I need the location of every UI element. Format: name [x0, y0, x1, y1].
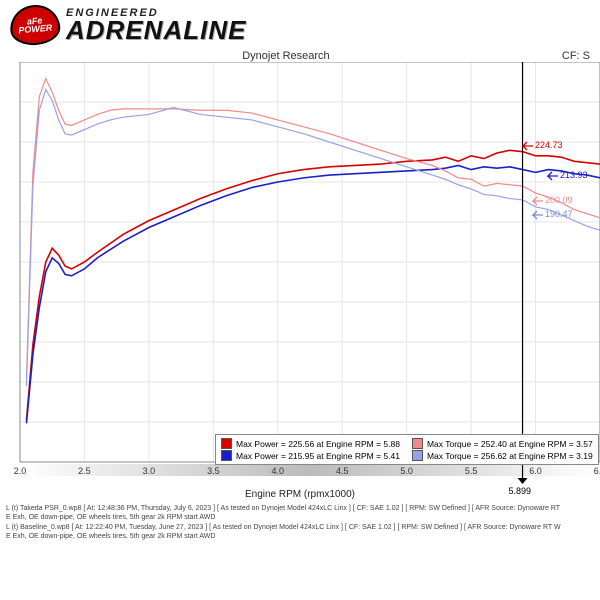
svg-text:4.0: 4.0 [272, 466, 285, 476]
legend-text: Max Power = 215.95 at Engine RPM = 5.41 [236, 451, 400, 461]
legend-swatch [221, 438, 232, 449]
afe-logo-icon: aFe POWER [8, 3, 61, 47]
svg-text:3.0: 3.0 [143, 466, 156, 476]
legend-swatch [221, 450, 232, 461]
title-line2: ADRENALINE [66, 19, 246, 42]
svg-text:4.5: 4.5 [336, 466, 349, 476]
legend-item: Max Power = 225.56 at Engine RPM = 5.88 [221, 438, 400, 449]
title-group: ENGINEERED ADRENALINE [66, 7, 246, 42]
footer-line4: E Exh, OE down-pipe, OE wheels tires, 5t… [6, 532, 594, 541]
legend-text: Max Torque = 256.62 at Engine RPM = 3.19 [427, 451, 593, 461]
svg-text:2.0: 2.0 [14, 466, 27, 476]
svg-text:6.5: 6.5 [594, 466, 600, 476]
footer-line2: E Exh, OE down-pipe, OE wheels tires, 5t… [6, 513, 594, 522]
svg-text:2.5: 2.5 [78, 466, 91, 476]
subtitle-center: Dynojet Research [242, 50, 329, 62]
legend-swatch [412, 438, 423, 449]
series-value-label: 190.47 [545, 209, 573, 219]
svg-text:5.0: 5.0 [400, 466, 413, 476]
legend-box: Max Power = 225.56 at Engine RPM = 5.88 M… [215, 434, 599, 465]
legend-text: Max Power = 225.56 at Engine RPM = 5.88 [236, 439, 400, 449]
dyno-chart: 2.0 2.5 3.0 3.5 4.0 4.5 5.0 5.5 6.0 6.5 Max Power… [0, 62, 600, 502]
series-value-label: 213.93 [560, 170, 588, 180]
legend-swatch [412, 450, 423, 461]
svg-text:3.5: 3.5 [207, 466, 220, 476]
logo-text: aFe POWER [11, 15, 58, 35]
svg-text:5.5: 5.5 [465, 466, 478, 476]
footer-notes: L (t) Takeda PSR_0.wp8 [ At: 12:48:36 PM… [0, 502, 600, 544]
legend-item: Max Torque = 256.62 at Engine RPM = 3.19 [412, 450, 593, 461]
subtitle-right: CF: S [562, 50, 590, 62]
series-value-label: 200.09 [545, 195, 573, 205]
cursor-value: 5.899 [509, 486, 532, 496]
subtitle-row: Dynojet Research CF: S [0, 50, 600, 62]
legend-text: Max Torque = 252.40 at Engine RPM = 3.57 [427, 439, 593, 449]
footer-line1: L (t) Takeda PSR_0.wp8 [ At: 12:48:36 PM… [6, 504, 594, 513]
legend-item: Max Torque = 252.40 at Engine RPM = 3.57 [412, 438, 593, 449]
footer-line3: L (t) Baseline_0.wp8 [ At: 12:22:40 PM, … [6, 523, 594, 532]
legend-item: Max Power = 215.95 at Engine RPM = 5.41 [221, 450, 400, 461]
series-value-label: 224.73 [535, 140, 563, 150]
svg-text:6.0: 6.0 [529, 466, 542, 476]
header: aFe POWER ENGINEERED ADRENALINE [0, 0, 600, 50]
